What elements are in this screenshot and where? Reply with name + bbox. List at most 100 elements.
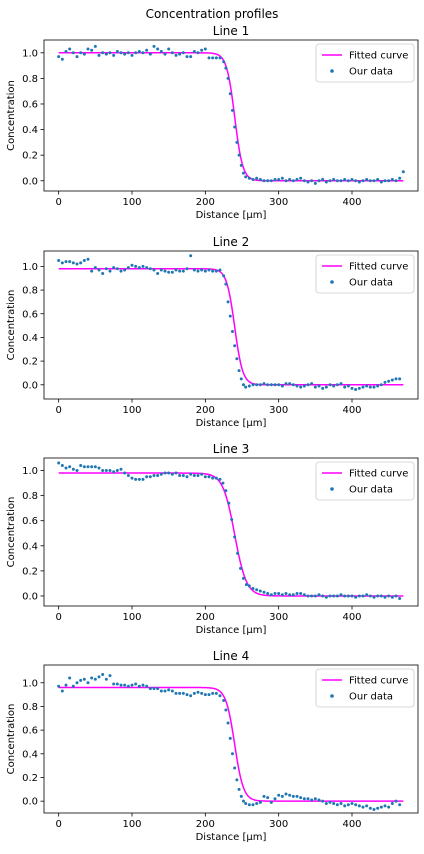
data-point — [310, 179, 314, 183]
legend-box — [315, 254, 415, 294]
data-point — [152, 268, 156, 272]
data-point — [196, 269, 200, 273]
data-point — [269, 593, 273, 597]
y-tick-label: 0.4 — [22, 333, 38, 344]
data-point — [86, 681, 90, 685]
data-point — [379, 180, 383, 184]
data-point — [401, 170, 405, 174]
data-point — [235, 140, 239, 144]
data-point — [156, 474, 160, 478]
data-point — [226, 300, 230, 304]
data-point — [97, 466, 101, 470]
data-point — [71, 684, 75, 688]
legend: Fitted curve Our data — [315, 43, 415, 83]
data-point — [148, 52, 152, 56]
data-point — [145, 266, 149, 270]
data-point — [383, 595, 387, 599]
data-point — [226, 721, 230, 725]
data-point — [192, 691, 196, 695]
legend-label-fit: Fitted curve — [349, 262, 408, 273]
data-point — [200, 472, 204, 476]
legend-box — [315, 43, 415, 83]
data-point — [178, 269, 182, 273]
data-point — [328, 594, 332, 598]
data-point — [324, 802, 328, 806]
data-point — [211, 476, 215, 480]
y-tick-label: 0.0 — [22, 176, 38, 187]
data-point — [332, 802, 336, 806]
y-tick-label: 0.0 — [22, 797, 38, 808]
data-point — [361, 594, 365, 598]
data-point — [148, 687, 152, 691]
data-point — [365, 177, 369, 181]
data-point — [269, 383, 273, 387]
data-point — [387, 179, 391, 183]
data-point — [141, 51, 145, 55]
data-point — [251, 803, 255, 807]
data-point — [71, 261, 75, 265]
data-point — [163, 269, 167, 273]
data-point — [317, 384, 321, 388]
data-point — [317, 179, 321, 183]
data-point — [288, 382, 292, 386]
data-point — [115, 50, 119, 54]
data-point — [299, 385, 303, 389]
data-point — [104, 677, 108, 681]
data-point — [207, 475, 211, 479]
data-point — [211, 269, 215, 273]
data-point — [241, 383, 245, 387]
data-point — [137, 684, 141, 688]
data-point — [335, 803, 339, 807]
data-point — [255, 802, 259, 806]
data-point — [372, 807, 376, 811]
data-point — [313, 181, 317, 185]
x-tick-label: 200 — [196, 819, 215, 830]
data-point — [181, 269, 185, 273]
data-point — [339, 382, 343, 386]
data-point — [354, 803, 358, 807]
data-point — [228, 314, 232, 318]
data-point — [97, 675, 101, 679]
data-point — [75, 681, 79, 685]
data-point — [203, 47, 207, 51]
axes-frame — [43, 250, 419, 400]
data-point — [258, 589, 262, 593]
data-point — [247, 384, 251, 388]
data-point — [350, 177, 354, 181]
data-point — [346, 803, 350, 807]
data-point — [86, 47, 90, 51]
data-point — [174, 53, 178, 57]
data-points — [57, 44, 405, 185]
data-point — [295, 591, 299, 595]
y-tick-label: 0.4 — [22, 749, 38, 760]
data-point — [60, 261, 64, 265]
data-point — [101, 469, 105, 473]
data-point — [68, 676, 72, 680]
data-point — [82, 465, 86, 469]
data-point — [64, 466, 68, 470]
data-point — [343, 177, 347, 181]
data-point — [130, 683, 134, 687]
data-point — [189, 254, 193, 258]
data-point — [170, 472, 174, 476]
data-point — [68, 260, 72, 264]
data-point — [178, 691, 182, 695]
data-point — [376, 594, 380, 598]
data-point — [104, 267, 108, 271]
data-point — [57, 684, 61, 688]
legend-marker-swatch — [330, 280, 334, 284]
y-tick-label: 0.2 — [22, 357, 38, 368]
subplot-line-4: Line 4 0 100 200 300 400 0.0 0.2 0.4 0.6 0.8 1.0 Dis… — [6, 649, 419, 843]
data-point — [277, 793, 281, 797]
data-point — [394, 179, 398, 183]
data-point — [79, 261, 83, 265]
data-point — [239, 163, 243, 167]
data-point — [394, 594, 398, 598]
data-point — [57, 55, 61, 59]
y-tick-label: 0.6 — [22, 99, 38, 110]
data-point — [159, 472, 163, 476]
data-point — [328, 179, 332, 183]
data-point — [68, 465, 72, 469]
data-point — [90, 676, 94, 680]
